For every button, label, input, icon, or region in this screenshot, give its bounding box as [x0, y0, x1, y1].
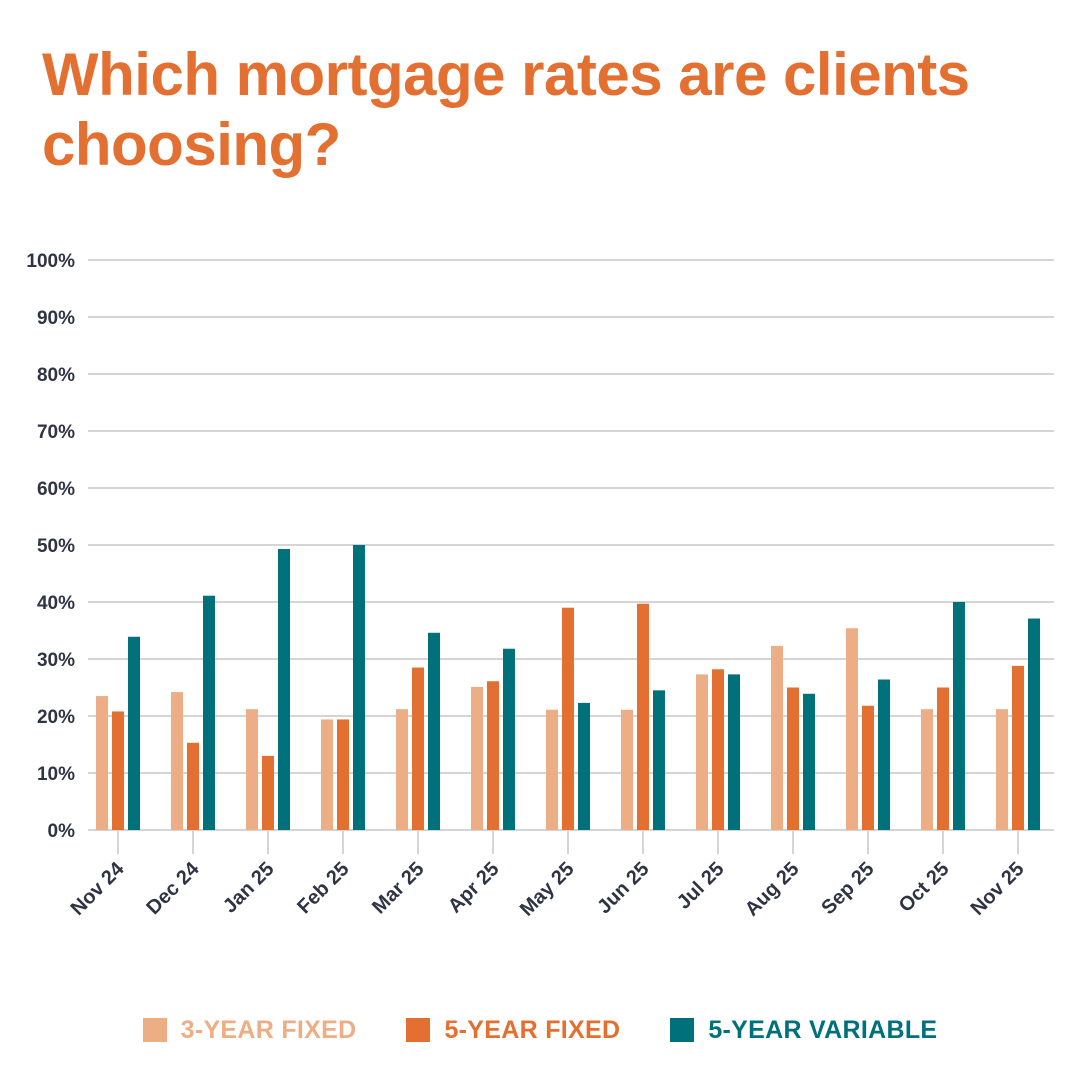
x-category-label: Dec 24 — [142, 857, 204, 919]
y-tick-label: 30% — [37, 650, 75, 671]
bar-five-year-fixed-dec-24 — [187, 742, 199, 830]
bar-five-year-fixed-nov-24 — [112, 711, 124, 830]
x-category-label: Nov 24 — [67, 857, 130, 920]
bar-three-year-fixed-dec-24 — [171, 692, 183, 830]
y-tick-label: 10% — [37, 764, 75, 785]
legend-label-5-year-fixed: 5-YEAR FIXED — [444, 1015, 621, 1044]
legend-item-5-year-variable: 5-YEAR VARIABLE — [670, 1016, 937, 1045]
x-category-label: Aug 25 — [741, 858, 804, 921]
bar-three-year-fixed-sep-25 — [846, 628, 858, 830]
bar-five-year-fixed-nov-25 — [1012, 665, 1024, 830]
y-tick-label: 70% — [37, 422, 75, 443]
x-category-label: May 25 — [516, 858, 579, 921]
legend: 3-YEAR FIXED 5-YEAR FIXED 5-YEAR VARIABL… — [0, 1010, 1080, 1050]
bar-chart: 0% 10% 20% 30% 40% 50% 60% 70% 80% 90% 100% Nov 24… — [26, 251, 1054, 921]
y-tick-label: 40% — [37, 593, 75, 614]
bar-three-year-fixed-jan-25 — [246, 709, 258, 830]
y-tick-label: 20% — [37, 707, 75, 728]
bar-five-year-fixed-jun-25 — [637, 603, 649, 830]
bar-five-year-variable-sep-25 — [878, 679, 890, 830]
x-axis-category-labels: Nov 24 Dec 24 Jan 25 Feb 25 Mar 25 Apr 25 May … — [67, 857, 1029, 920]
bar-five-year-fixed-feb-25 — [337, 719, 349, 830]
bar-three-year-fixed-may-25 — [546, 709, 558, 830]
bar-three-year-fixed-jun-25 — [621, 709, 633, 830]
legend-swatch-5-year-fixed — [406, 1018, 431, 1042]
x-category-label: Jan 25 — [219, 858, 279, 918]
legend-label-3-year-fixed: 3-YEAR FIXED — [180, 1015, 357, 1044]
x-axis-ticks — [117, 830, 1019, 854]
legend-item-5-year-fixed: 5-YEAR FIXED — [406, 1016, 620, 1045]
y-tick-label: 80% — [37, 365, 75, 386]
bar-five-year-variable-may-25 — [578, 702, 590, 830]
legend-item-3-year-fixed: 3-YEAR FIXED — [142, 1015, 357, 1045]
bar-five-year-variable-nov-25 — [1028, 618, 1040, 830]
legend-swatch-3-year-fixed — [142, 1018, 167, 1042]
bar-three-year-fixed-nov-24 — [96, 696, 108, 830]
y-tick-label: 100% — [26, 251, 75, 272]
y-tick-label: 60% — [37, 479, 75, 500]
x-category-label: Feb 25 — [293, 858, 353, 918]
bar-three-year-fixed-jul-25 — [696, 674, 708, 830]
bar-five-year-variable-jun-25 — [653, 690, 665, 830]
bar-five-year-variable-feb-25 — [353, 545, 365, 830]
x-category-label: Jun 25 — [593, 858, 653, 918]
bar-five-year-fixed-mar-25 — [412, 667, 424, 830]
x-category-label: Sep 25 — [817, 858, 878, 919]
x-category-label: Mar 25 — [368, 858, 428, 918]
bar-five-year-fixed-may-25 — [562, 607, 574, 830]
bar-three-year-fixed-nov-25 — [996, 709, 1008, 830]
x-category-label: Apr 25 — [444, 858, 504, 918]
bar-five-year-fixed-sep-25 — [862, 705, 874, 830]
legend-swatch-5-year-variable — [670, 1018, 695, 1042]
x-category-label: Nov 25 — [967, 858, 1029, 920]
bar-five-year-variable-nov-24 — [128, 636, 140, 830]
bar-three-year-fixed-apr-25 — [471, 686, 483, 830]
legend-label-5-year-variable: 5-YEAR VARIABLE — [708, 1015, 938, 1044]
bar-five-year-variable-jul-25 — [728, 674, 740, 830]
bar-five-year-fixed-jan-25 — [262, 755, 274, 830]
y-axis-tick-labels: 0% 10% 20% 30% 40% 50% 60% 70% 80% 90% 100% — [26, 251, 75, 842]
chart-title: Which mortgage rates are clients choosin… — [42, 41, 970, 178]
bar-five-year-fixed-oct-25 — [937, 687, 949, 830]
bar-five-year-variable-mar-25 — [428, 632, 440, 830]
bar-three-year-fixed-oct-25 — [921, 709, 933, 830]
y-tick-label: 50% — [37, 536, 75, 557]
bar-five-year-variable-dec-24 — [203, 595, 215, 830]
bar-five-year-variable-oct-25 — [953, 602, 965, 830]
bar-three-year-fixed-feb-25 — [321, 719, 333, 830]
bar-five-year-fixed-apr-25 — [487, 681, 499, 830]
gridlines — [88, 259, 1054, 831]
x-category-label: Oct 25 — [895, 858, 954, 917]
y-tick-label: 0% — [48, 821, 76, 842]
bar-five-year-fixed-aug-25 — [787, 687, 799, 830]
bar-five-year-variable-aug-25 — [803, 693, 815, 830]
bar-five-year-variable-apr-25 — [503, 648, 515, 830]
bars — [96, 545, 1040, 830]
bar-three-year-fixed-mar-25 — [396, 709, 408, 830]
bar-five-year-variable-jan-25 — [278, 548, 290, 830]
y-tick-label: 90% — [37, 308, 75, 329]
bar-five-year-fixed-jul-25 — [712, 669, 724, 830]
bar-three-year-fixed-aug-25 — [771, 645, 783, 830]
x-category-label: Jul 25 — [673, 858, 729, 914]
